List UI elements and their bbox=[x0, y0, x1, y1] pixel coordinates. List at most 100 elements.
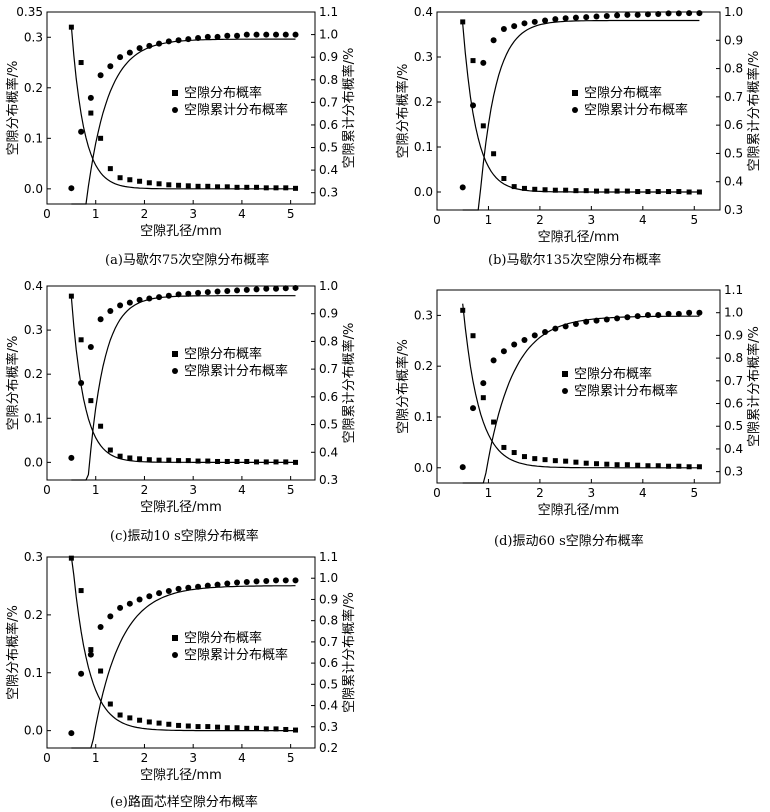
data-point-square bbox=[68, 293, 74, 299]
x-tick-label: 0 bbox=[43, 483, 51, 497]
data-point-square bbox=[234, 725, 240, 731]
data-point-circle bbox=[593, 317, 600, 324]
data-point-circle bbox=[117, 302, 124, 309]
data-point-square bbox=[635, 462, 641, 468]
y2-tick-label: 0.4 bbox=[724, 175, 743, 189]
x-tick-label: 5 bbox=[287, 207, 295, 221]
data-point-circle bbox=[500, 25, 507, 32]
data-point-square bbox=[195, 183, 201, 189]
data-point-circle bbox=[136, 45, 143, 52]
data-point-square bbox=[166, 457, 172, 463]
data-point-square bbox=[185, 458, 191, 464]
x-tick-label: 1 bbox=[485, 213, 493, 227]
data-point-circle bbox=[126, 600, 133, 607]
data-point-square bbox=[234, 184, 240, 190]
data-point-square bbox=[283, 185, 289, 191]
data-point-square bbox=[511, 184, 517, 190]
x-tick-label: 3 bbox=[588, 213, 596, 227]
data-point-circle bbox=[665, 10, 672, 17]
chart-panel-0: 0 1 2 3 4 5 0.0 0.1 0.2 0.3 0.35 0.3 0.4 0.5 0.6 0.7 0.8… bbox=[5, 5, 357, 239]
data-point-square bbox=[127, 715, 133, 721]
data-point-square bbox=[614, 188, 620, 194]
data-point-square bbox=[573, 459, 579, 465]
fit-curve-cumulative bbox=[71, 38, 296, 205]
x-tick-label: 2 bbox=[141, 483, 149, 497]
data-point-square bbox=[521, 185, 527, 191]
data-point-circle bbox=[87, 343, 94, 350]
data-point-circle bbox=[696, 309, 703, 316]
data-point-circle bbox=[175, 585, 182, 592]
data-point-circle bbox=[214, 581, 221, 588]
y2-tick-label: 0.5 bbox=[724, 146, 743, 160]
data-point-square bbox=[624, 188, 630, 194]
y2-tick-label: 0.9 bbox=[319, 307, 338, 321]
y2-tick-label: 0.4 bbox=[319, 163, 338, 177]
x-tick-label: 5 bbox=[287, 483, 295, 497]
y-tick-label: 0.3 bbox=[24, 550, 43, 564]
data-point-square bbox=[185, 183, 191, 189]
data-point-square bbox=[283, 726, 289, 732]
data-point-circle bbox=[542, 17, 549, 24]
data-point-circle bbox=[572, 14, 579, 21]
data-point-circle bbox=[552, 16, 559, 23]
y-tick-label: 0.3 bbox=[24, 323, 43, 337]
caption-c: (c)振动10 s空隙分布概率 bbox=[110, 529, 259, 544]
data-point-square bbox=[244, 458, 250, 464]
data-point-square bbox=[552, 458, 558, 464]
data-point-square bbox=[195, 458, 201, 464]
x-tick-label: 0 bbox=[43, 207, 51, 221]
data-point-circle bbox=[686, 10, 693, 17]
x-tick-label: 3 bbox=[189, 483, 197, 497]
data-point-circle bbox=[624, 314, 631, 321]
fit-curve-distribution bbox=[70, 297, 296, 463]
y2-tick-label: 0.7 bbox=[724, 374, 743, 388]
legend-marker-circle bbox=[172, 368, 178, 374]
legend-label: 空隙累计分布概率 bbox=[184, 102, 288, 118]
data-point-square bbox=[98, 668, 104, 674]
data-point-square bbox=[127, 177, 133, 183]
data-point-circle bbox=[97, 316, 104, 323]
data-point-circle bbox=[292, 577, 299, 584]
data-point-circle bbox=[583, 318, 590, 325]
data-point-circle bbox=[665, 310, 672, 317]
y2-tick-label: 0.9 bbox=[319, 50, 338, 64]
y-tick-label: 0.2 bbox=[24, 367, 43, 381]
data-point-circle bbox=[655, 10, 662, 17]
data-point-circle bbox=[603, 12, 610, 19]
y-tick-label: 0.1 bbox=[24, 411, 43, 425]
x-axis-label: 空隙孔径/mm bbox=[538, 230, 620, 245]
data-point-square bbox=[176, 458, 182, 464]
y2-tick-label: 0.6 bbox=[319, 656, 338, 670]
data-point-square bbox=[88, 110, 94, 116]
data-point-square bbox=[480, 123, 486, 129]
data-point-circle bbox=[480, 59, 487, 66]
data-point-circle bbox=[195, 34, 202, 41]
y-tick-label: 0.2 bbox=[414, 359, 433, 373]
y-tick-label: 0.3 bbox=[414, 50, 433, 64]
y2-axis-label: 空隙累计分布概率/% bbox=[341, 323, 357, 444]
x-tick-label: 4 bbox=[639, 486, 647, 500]
data-point-square bbox=[244, 725, 250, 731]
data-point-square bbox=[224, 725, 230, 731]
y2-tick-label: 1.0 bbox=[319, 279, 338, 293]
data-point-circle bbox=[224, 580, 231, 587]
data-point-square bbox=[205, 183, 211, 189]
data-point-square bbox=[224, 458, 230, 464]
data-point-circle bbox=[273, 577, 280, 584]
data-point-circle bbox=[531, 332, 538, 339]
y2-tick-label: 0.4 bbox=[319, 445, 338, 459]
data-point-circle bbox=[521, 20, 528, 27]
data-point-circle bbox=[603, 316, 610, 323]
data-point-circle bbox=[204, 289, 211, 296]
data-point-circle bbox=[97, 624, 104, 631]
data-point-circle bbox=[263, 577, 270, 584]
data-point-square bbox=[645, 189, 651, 195]
y2-tick-label: 0.3 bbox=[319, 186, 338, 200]
chart-panel-2: 0 1 2 3 4 5 0.0 0.1 0.2 0.3 0.4 0.3 0.4 0.5 0.6 0.7 0.8 0… bbox=[5, 279, 357, 515]
data-point-circle bbox=[185, 584, 192, 591]
y2-tick-label: 0.3 bbox=[319, 473, 338, 487]
data-point-circle bbox=[214, 33, 221, 40]
data-point-square bbox=[283, 459, 289, 465]
data-point-circle bbox=[614, 12, 621, 19]
data-point-circle bbox=[107, 613, 114, 620]
